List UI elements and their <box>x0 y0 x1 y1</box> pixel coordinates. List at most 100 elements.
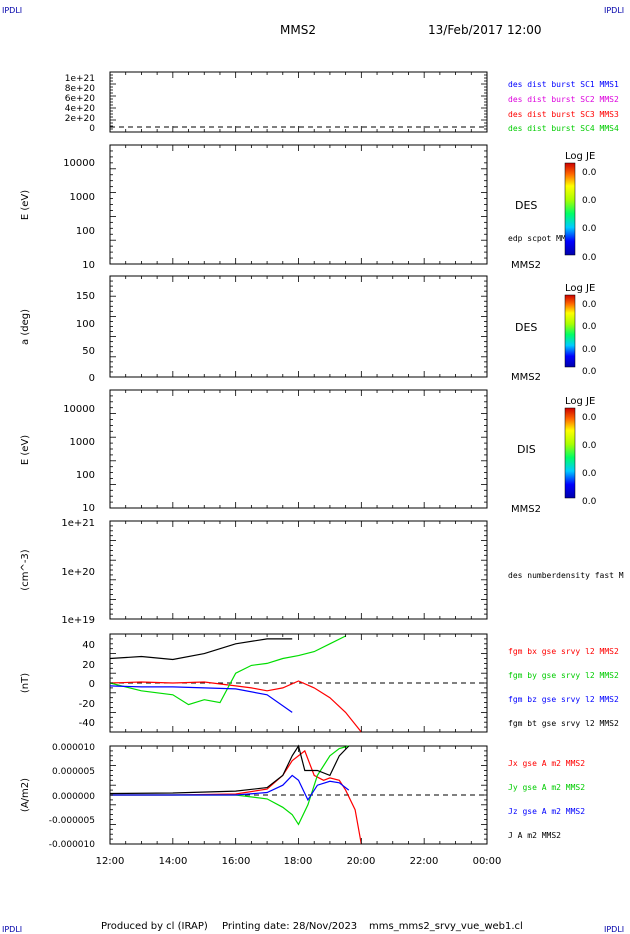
corner-mark-top-right: IPDLI <box>604 6 624 15</box>
panel-distribution: 1e+21 8e+20 6e+20 4e+20 2e+20 0 des dist… <box>65 71 619 134</box>
x-tick-label: 00:00 <box>473 856 502 867</box>
series-line-4 <box>109 638 293 661</box>
panel-density: (cm^-3) 1e+21 1e+20 1e+19 des numberdens… <box>20 518 624 626</box>
panel-1-ylabel: E (eV) <box>20 190 31 220</box>
panel-3-ytick: 100 <box>76 470 95 481</box>
panel-current-density: (A/m2) 0.000010 0.000005 0.000000 -0.000… <box>20 743 585 850</box>
panel-3-cbar-tick: 0.0 <box>582 413 597 423</box>
panel-5-legend-bt: fgm bt gse srvy l2 MMS2 <box>508 719 619 728</box>
panel-3-frame <box>109 389 488 509</box>
panel-1-cbar-tick: 0.0 <box>582 196 597 206</box>
panel-2-ytick: 150 <box>76 291 95 302</box>
panel-magnetic-field: (nT) 40 20 0 -20 -40 fgm bx gse srvy l2 … <box>20 633 619 733</box>
panel-0-ytick: 2e+20 <box>65 114 96 124</box>
panel-6-ytick: 0.000000 <box>52 792 95 802</box>
panel-1-ytick: 100 <box>76 226 95 237</box>
corner-mark-top-left: IPDLI <box>2 6 22 15</box>
x-tick-label: 22:00 <box>410 856 439 867</box>
panel-dis-energy: E (eV) 10000 1000 100 10 DIS MMS2 Log JE… <box>20 389 597 515</box>
panel-5-ytick: -20 <box>79 699 95 710</box>
panel-6-ylabel: (A/m2) <box>20 778 31 812</box>
panel-3-probe: MMS2 <box>511 504 541 515</box>
series-line-4 <box>109 744 350 795</box>
x-tick-label: 14:00 <box>159 856 188 867</box>
panel-4-ytick: 1e+21 <box>61 518 95 529</box>
panel-3-cbar-tick: 0.0 <box>582 469 597 479</box>
panel-2-cbar-tick: 0.0 <box>582 322 597 332</box>
panel-0-ytick: 4e+20 <box>65 104 96 114</box>
header-date-time: 13/Feb/2017 12:00 <box>428 23 542 37</box>
header-spacecraft: MMS2 <box>280 23 316 37</box>
panel-6-legend-jx: Jx gse A m2 MMS2 <box>508 759 585 768</box>
axis-ticks <box>109 71 488 845</box>
panel-des-energy: E (eV) 10000 1000 100 10 DES MMS2 edp sc… <box>20 144 597 271</box>
x-tick-label: 16:00 <box>222 856 251 867</box>
panel-2-probe: MMS2 <box>511 372 541 383</box>
panel-0-ytick: 8e+20 <box>65 84 96 94</box>
panel-1-cbar-tick: 0.0 <box>582 224 597 234</box>
panel-6-ytick: -0.000005 <box>49 816 95 826</box>
panel-0-legend-sc1: des dist burst SC1 MMS1 <box>508 80 619 89</box>
panel-2-cbar-tick: 0.0 <box>582 367 597 377</box>
panel-5-ylabel: (nT) <box>20 673 31 693</box>
panel-4-ytick: 1e+20 <box>61 567 95 578</box>
panel-0-ytick: 0 <box>89 124 95 134</box>
panel-6-legend-jz: Jz gse A m2 MMS2 <box>508 807 585 816</box>
series-line-2 <box>110 745 349 826</box>
panel-2-label: DES <box>515 321 537 334</box>
panel-6-legend-j: J A m2 MMS2 <box>508 831 561 840</box>
panel-0-legend-sc2: des dist burst SC2 MMS2 <box>508 95 619 104</box>
panel-3-ytick: 10 <box>82 503 95 514</box>
panel-0-frame <box>109 71 488 133</box>
panel-3-colorbar-title: Log JE <box>565 396 595 407</box>
panel-1-cbar-tick: 0.0 <box>582 168 597 178</box>
panel-5-ytick: 40 <box>82 640 95 651</box>
panel-4-legend: des numberdensity fast M <box>508 571 624 580</box>
panel-6-series-group <box>109 744 362 845</box>
series-line-1 <box>110 749 362 845</box>
panel-2-colorbar <box>564 294 576 368</box>
panel-5-legend-bx: fgm bx gse srvy l2 MMS2 <box>508 647 619 656</box>
panel-5-legend-by: fgm by gse srvy l2 MMS2 <box>508 671 619 680</box>
panel-1-frame <box>109 144 488 265</box>
panel-4-frame <box>109 520 488 620</box>
footer-printing-date: Printing date: 28/Nov/2023 <box>222 921 357 932</box>
panel-3-cbar-tick: 0.0 <box>582 441 597 451</box>
panel-1-probe: MMS2 <box>511 260 541 271</box>
footer-filename: mms_mms2_srvy_vue_web1.cl <box>369 921 523 932</box>
panel-2-cbar-tick: 0.0 <box>582 300 597 310</box>
panel-3-ytick: 1000 <box>70 437 95 448</box>
panel-2-ytick: 0 <box>89 373 95 384</box>
x-tick-label: 20:00 <box>347 856 376 867</box>
panel-4-ytick: 1e+19 <box>61 615 95 626</box>
panel-3-colorbar <box>564 407 576 499</box>
corner-mark-bottom-right: IPDLI <box>604 925 624 934</box>
panel-1-ytick: 10 <box>82 260 95 271</box>
panel-1-label: DES <box>515 199 537 212</box>
panel-2-ytick: 50 <box>82 346 95 357</box>
panel-1-colorbar-title: Log JE <box>565 151 595 162</box>
panel-1-extra-label: edp scpot MMS2 <box>508 234 576 243</box>
panel-2-ytick: 100 <box>76 319 95 330</box>
series-line-1 <box>109 680 362 733</box>
panel-2-cbar-tick: 0.0 <box>582 345 597 355</box>
panel-5-series-group <box>109 635 362 733</box>
series-line-3 <box>109 685 293 713</box>
panel-3-cbar-tick: 0.0 <box>582 497 597 507</box>
panel-0-legend-sc3: des dist burst SC3 MMS3 <box>508 110 619 119</box>
footer-produced-by: Produced by cl (IRAP) <box>101 921 208 932</box>
panel-3-ytick: 10000 <box>63 404 95 415</box>
panel-1-cbar-tick: 0.0 <box>582 253 597 263</box>
panel-3-label: DIS <box>517 443 536 456</box>
panel-2-ylabel: a (deg) <box>20 309 31 345</box>
panel-3-ylabel: E (eV) <box>20 435 31 465</box>
panel-6-ytick: 0.000005 <box>52 767 95 777</box>
panel-6-ytick: 0.000010 <box>52 743 95 753</box>
series-line-2 <box>109 635 346 706</box>
panel-5-ytick: 0 <box>89 679 95 690</box>
corner-mark-bottom-left: IPDLI <box>2 925 22 934</box>
panel-5-ytick: 20 <box>82 660 95 671</box>
panel-des-pitch: a (deg) 150 100 50 0 DES MMS2 Log JE 0.0… <box>20 275 597 384</box>
panel-2-colorbar-title: Log JE <box>565 283 595 294</box>
